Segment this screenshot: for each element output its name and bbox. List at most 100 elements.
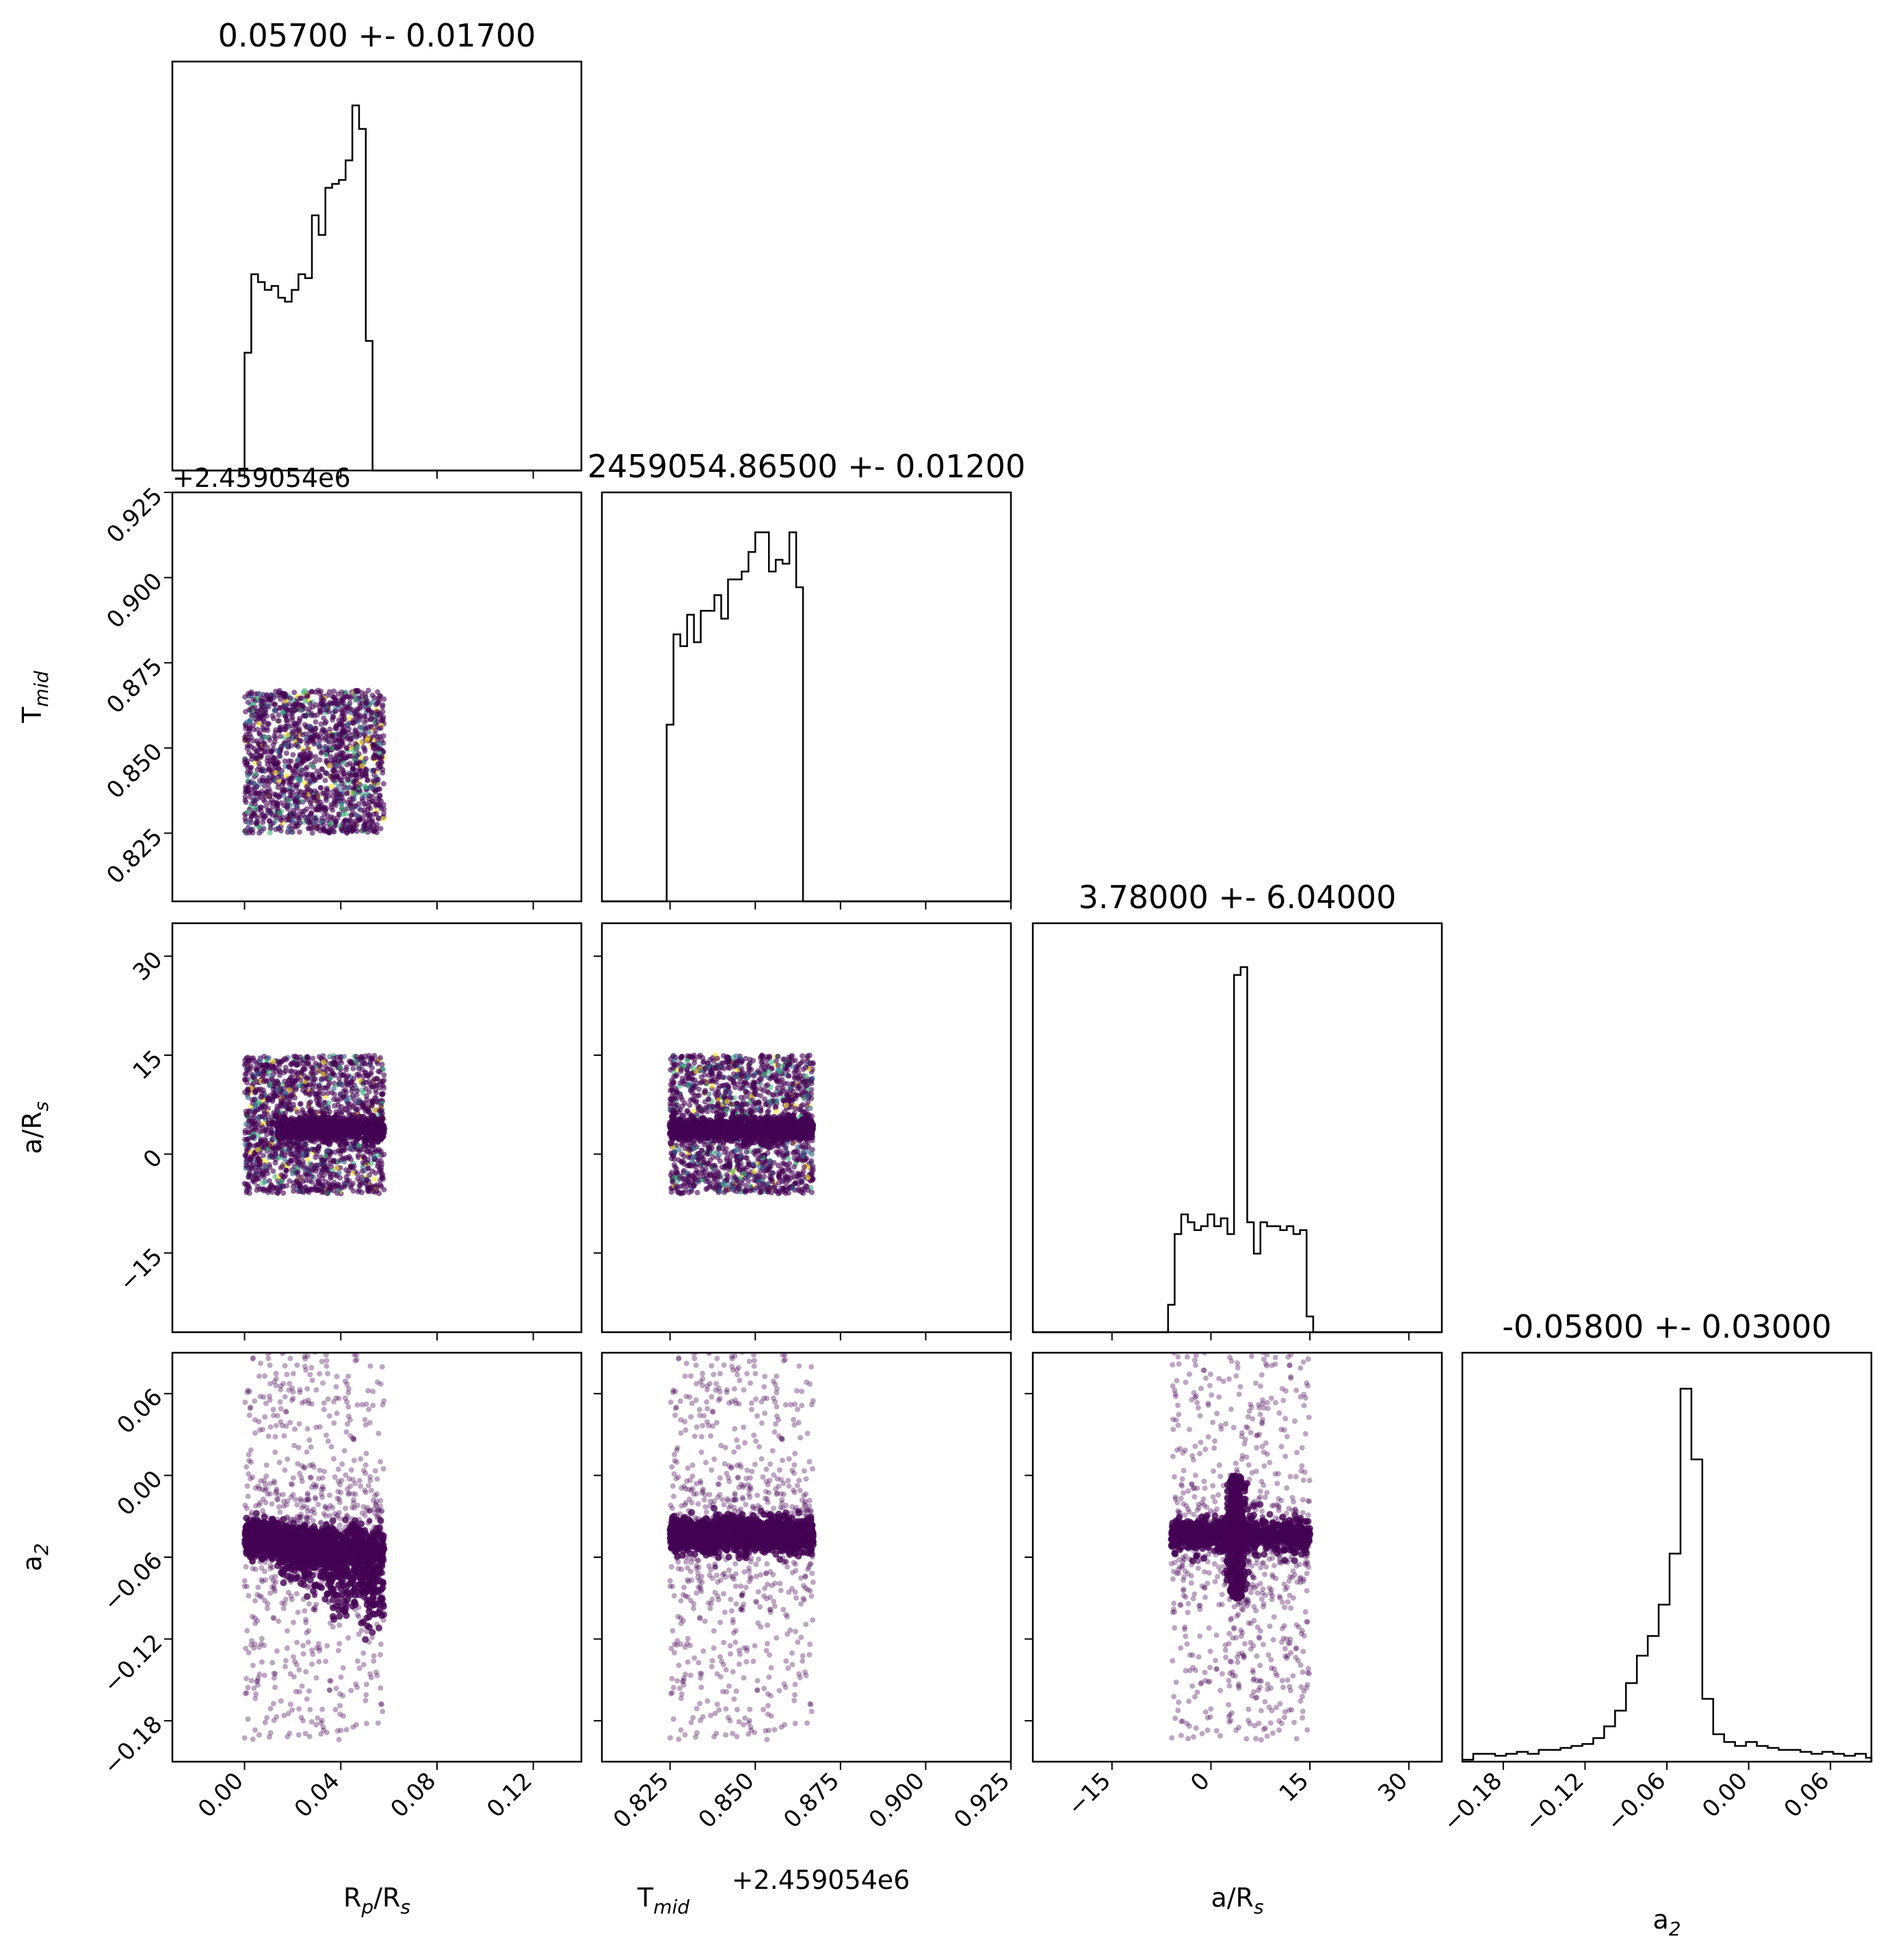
scatter-point <box>314 768 320 774</box>
scatter-point <box>379 1061 385 1068</box>
scatter-point <box>304 1146 311 1152</box>
scatter-point <box>335 691 341 697</box>
scatter-point <box>679 1054 685 1060</box>
scatter-point <box>272 1160 278 1166</box>
scatter-point <box>272 735 278 741</box>
scatter-point <box>756 1100 762 1107</box>
scatter-point <box>360 744 367 750</box>
scatter-point <box>381 810 387 817</box>
panel-frame-2-1 <box>601 922 1012 1334</box>
scatter-point <box>262 1077 268 1083</box>
scatter-point <box>355 1176 361 1182</box>
scatter-point <box>323 808 329 814</box>
scatter-point <box>282 1103 289 1109</box>
scatter-point <box>312 788 318 794</box>
scatter-point <box>380 816 386 822</box>
scatter-point <box>297 820 303 826</box>
scatter-point <box>363 1085 369 1091</box>
scatter-point <box>338 1081 344 1087</box>
scatter-point <box>294 1109 300 1115</box>
scatter-point <box>326 739 332 745</box>
scatter-point <box>282 713 289 719</box>
scatter-point <box>304 1173 311 1179</box>
scatter-point <box>354 1087 360 1094</box>
scatter-point <box>380 767 386 773</box>
scatter-point <box>331 829 337 835</box>
scatter-point <box>261 1144 267 1150</box>
scatter-point <box>355 1189 361 1195</box>
scatter-point <box>306 706 313 712</box>
scatter-point <box>352 772 358 778</box>
scatter-point <box>357 1078 363 1084</box>
scatter-point <box>318 750 324 756</box>
scatter-point <box>246 1142 252 1148</box>
scatter-point <box>245 699 251 705</box>
scatter-point <box>310 771 316 778</box>
scatter-point <box>696 1156 702 1162</box>
scatter-point <box>287 696 293 702</box>
scatter-point <box>313 1187 319 1193</box>
scatter-point <box>307 728 313 734</box>
scatter-point <box>252 1143 258 1149</box>
scatter-point <box>332 1102 338 1109</box>
scatter-point <box>319 767 325 773</box>
scatter-point <box>298 1077 304 1083</box>
scatter-point <box>705 1060 711 1066</box>
scatter-point <box>276 712 282 718</box>
scatter-point <box>313 754 319 760</box>
scatter-point <box>354 1107 360 1113</box>
scatter-point <box>323 752 329 758</box>
scatter-point <box>273 1093 279 1099</box>
scatter-point <box>243 1121 249 1127</box>
scatter-point <box>348 1182 354 1189</box>
scatter-point <box>292 823 298 830</box>
scatter-point <box>315 742 321 748</box>
scatter-point <box>790 1081 796 1087</box>
scatter-point <box>330 1115 337 1122</box>
scatter-point <box>281 691 287 697</box>
scatter-point <box>370 741 376 747</box>
scatter-point <box>302 698 308 704</box>
scatter-point <box>310 1065 316 1071</box>
scatter-point <box>369 1133 377 1141</box>
scatter-2-0 <box>241 1052 388 1197</box>
scatter-point <box>277 1102 283 1109</box>
scatter-point <box>277 1072 283 1078</box>
scatter-point <box>280 1124 287 1131</box>
scatter-point <box>279 1152 285 1158</box>
scatter-point <box>296 738 302 744</box>
scatter-point <box>744 1102 750 1108</box>
scatter-point <box>275 1108 281 1114</box>
scatter-point <box>365 1165 371 1171</box>
scatter-point <box>348 812 354 819</box>
scatter-point <box>278 1059 285 1065</box>
scatter-point <box>256 721 262 727</box>
scatter-point <box>297 776 303 782</box>
scatter-point <box>336 1076 342 1082</box>
scatter-point <box>320 1071 326 1077</box>
scatter-point <box>347 737 354 743</box>
scatter-point <box>302 705 308 711</box>
scatter-point <box>356 714 362 720</box>
scatter-point <box>341 784 347 791</box>
scatter-point <box>363 1159 369 1165</box>
scatter-point <box>318 802 324 808</box>
scatter-point <box>257 1158 263 1165</box>
scatter-point <box>324 812 330 819</box>
scatter-point <box>309 763 315 769</box>
scatter-point <box>280 1094 287 1100</box>
scatter-point <box>275 1086 281 1092</box>
scatter-point <box>267 778 274 784</box>
scatter-point <box>373 830 380 836</box>
scatter-point <box>369 1184 376 1191</box>
scatter-point <box>323 1186 329 1192</box>
scatter-point <box>380 802 386 808</box>
scatter-point <box>377 1069 383 1075</box>
scatter-point <box>339 780 345 786</box>
scatter-point <box>276 774 282 780</box>
scatter-point <box>322 1153 328 1159</box>
scatter-point <box>371 755 378 761</box>
scatter-point <box>293 1062 300 1068</box>
scatter-point <box>350 1188 356 1194</box>
scatter-point <box>291 1053 297 1059</box>
